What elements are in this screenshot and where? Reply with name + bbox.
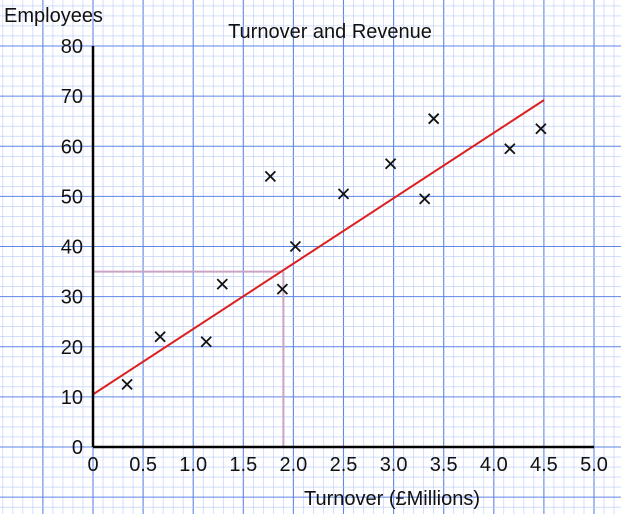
axes — [91, 46, 594, 449]
x-tick-label: 1.0 — [179, 454, 207, 476]
y-tick-label: 20 — [61, 337, 83, 359]
reference-lines — [93, 270, 285, 447]
data-point — [428, 113, 440, 125]
data-point — [264, 170, 276, 182]
data-point — [419, 193, 431, 205]
data-point — [535, 123, 547, 135]
trend-line-group — [92, 99, 545, 396]
x-tick-label: 4.0 — [480, 454, 508, 476]
data-point — [384, 158, 397, 170]
x-axis-label: Turnover (£Millions) — [304, 488, 480, 510]
x-tick-label: 5.0 — [580, 454, 608, 476]
x-tick-label: 1.5 — [229, 454, 257, 476]
data-point — [216, 278, 228, 290]
y-tick-label: 60 — [61, 136, 83, 158]
data-point — [276, 283, 289, 295]
y-tick-label: 10 — [61, 387, 83, 409]
data-points — [121, 113, 547, 390]
data-point — [121, 378, 133, 390]
y-tick-label: 0 — [72, 437, 83, 459]
y-tick-label: 70 — [61, 86, 83, 108]
x-tick-label: 3.0 — [380, 454, 408, 476]
tick-labels: 0 0.5 1.0 1.5 2.0 2.5 3.0 3.5 4.0 4.5 5.0 0 10 20 30 40… — [61, 36, 608, 476]
x-tick-label: 0.5 — [129, 454, 157, 476]
data-point — [154, 331, 166, 343]
data-point — [289, 240, 302, 253]
y-tick-label: 30 — [61, 287, 83, 309]
data-point — [504, 143, 516, 155]
x-tick-label: 0 — [87, 454, 98, 476]
x-tick-label: 3.5 — [430, 454, 458, 476]
x-tick-label: 2.5 — [330, 454, 358, 476]
chart-title: Turnover and Revenue — [228, 21, 432, 43]
y-tick-label: 50 — [61, 186, 83, 208]
x-tick-label: 4.5 — [530, 454, 558, 476]
y-axis-label: Employees — [4, 5, 103, 27]
x-tick-label: 2.0 — [279, 454, 307, 476]
y-tick-label: 40 — [61, 237, 83, 259]
data-point — [337, 188, 350, 200]
data-point — [200, 336, 212, 348]
y-tick-label: 80 — [61, 36, 83, 58]
trend-line — [92, 99, 545, 396]
